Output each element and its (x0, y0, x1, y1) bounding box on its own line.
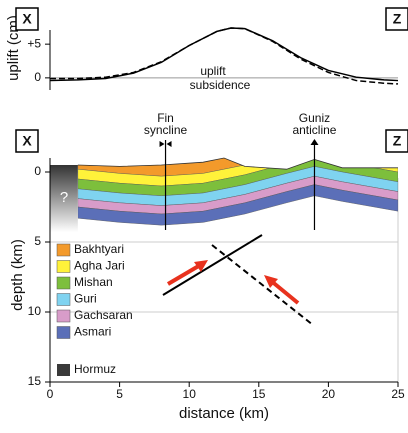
panel-label: X (22, 11, 32, 27)
x-tick-label: 0 (47, 387, 54, 401)
section-layers (77, 158, 398, 226)
legend-label: Hormuz (74, 362, 116, 376)
hormuz-body (50, 165, 78, 233)
legend-label: Bakhtyari (74, 242, 124, 256)
x-tick-label: 25 (391, 387, 405, 401)
panel-label: X (22, 133, 32, 149)
fold-label: syncline (144, 123, 188, 137)
legend-label: Mishan (74, 275, 113, 289)
y-tick-label: 15 (28, 374, 42, 388)
legend-swatch (56, 243, 71, 257)
y-tick-label: 5 (34, 234, 41, 248)
unknown-label: ? (60, 189, 68, 206)
panel-label-box (15, 7, 39, 31)
thrust-fault (162, 234, 263, 296)
rock-layer (77, 184, 398, 226)
legend-label: Asmari (74, 325, 111, 339)
legend-swatch (56, 309, 71, 323)
panel-label: Z (393, 133, 402, 149)
fold-label: anticline (292, 123, 336, 137)
dashed-fault (211, 244, 314, 326)
fold-symbol (159, 141, 165, 147)
legend-swatch (56, 260, 71, 273)
fold-symbol (166, 141, 172, 147)
slip-arrow (166, 262, 204, 286)
legend-swatch (56, 293, 71, 306)
x-tick-label: 5 (116, 387, 123, 401)
legend-label: Guri (74, 292, 97, 306)
y-axis-label: depth (km) (9, 239, 26, 311)
y-tick-label: 0 (34, 70, 41, 84)
ground-surface (77, 157, 398, 170)
y-tick-label: 0 (34, 164, 41, 178)
panel-label-box (385, 7, 408, 31)
panel-label-box (385, 129, 408, 153)
y-tick-label: 10 (28, 304, 42, 318)
slip-arrow-head (194, 260, 208, 272)
panel-label-box (15, 129, 39, 153)
y-tick-label: +5 (27, 36, 41, 50)
annotation: subsidence (190, 78, 251, 92)
fold-symbol (310, 139, 319, 145)
legend-label: Agha Jari (74, 259, 125, 273)
y-axis-label: uplift (cm) (5, 15, 22, 81)
panel-label: Z (393, 11, 402, 27)
legend-swatch (57, 364, 70, 376)
uplift-curve (50, 27, 399, 85)
slip-arrow-head (264, 275, 278, 288)
legend-label: Gachsaran (74, 308, 133, 322)
fold-label: Fin (157, 111, 174, 125)
annotation: uplift (200, 64, 226, 78)
legend-swatch (56, 276, 71, 290)
legend-swatch (56, 326, 71, 339)
x-axis-label: distance (km) (179, 405, 269, 422)
fold-label: Guniz (299, 111, 330, 125)
x-tick-label: 20 (322, 387, 336, 401)
slip-arrow (268, 278, 300, 305)
x-tick-label: 15 (252, 387, 266, 401)
x-tick-label: 10 (183, 387, 197, 401)
